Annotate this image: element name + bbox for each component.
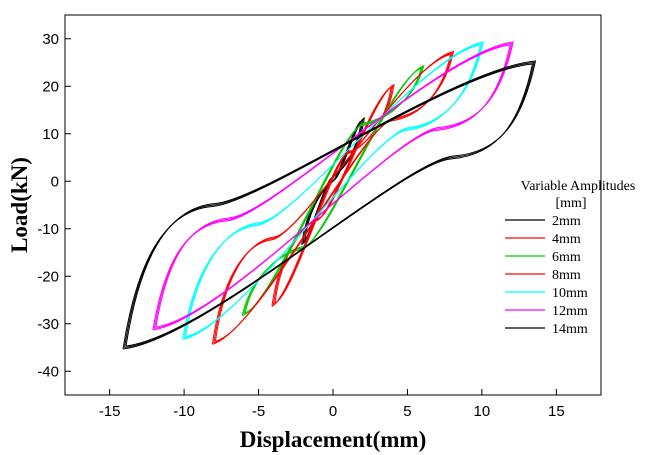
x-axis-ticks: -15 -10 -5 0 5 10 15	[99, 389, 565, 420]
y-tick-label: -20	[37, 268, 59, 285]
series-line	[152, 44, 511, 331]
legend-entry-label: 2mm	[552, 214, 581, 229]
legend-entry-label: 10mm	[552, 286, 588, 301]
legend: 2mm 4mm 6mm 8mm 10mm 12mm 14mm	[505, 214, 588, 337]
y-axis-ticks: -40 -30 -20 -10 0 10 20 30	[37, 31, 71, 380]
x-tick-label: 5	[403, 403, 411, 420]
series-10mm	[182, 41, 485, 340]
x-tick-label: -10	[173, 403, 195, 420]
legend-background	[501, 170, 599, 355]
series-14mm	[122, 60, 537, 350]
series-4mm	[271, 83, 395, 307]
x-tick-label: 0	[329, 403, 337, 420]
y-tick-label: 20	[42, 78, 59, 95]
x-tick-label: 10	[474, 403, 491, 420]
legend-title: Variable Amplitudes	[521, 179, 636, 194]
x-axis-title: Displacement(mm)	[240, 427, 427, 452]
legend-entry-label: 8mm	[552, 268, 581, 283]
legend-entry-label: 12mm	[552, 304, 588, 319]
x-tick-label: -15	[99, 403, 121, 420]
legend-entry-label: 14mm	[552, 322, 588, 337]
y-tick-label: -40	[37, 363, 59, 380]
y-tick-label: 30	[42, 31, 59, 48]
series-line	[122, 63, 534, 350]
series-line	[125, 60, 537, 347]
legend-entry-label: 6mm	[552, 250, 581, 265]
y-tick-label: -30	[37, 316, 59, 333]
y-tick-label: 0	[51, 173, 59, 190]
y-tick-label: -10	[37, 221, 59, 238]
legend-subtitle: [mm]	[555, 196, 586, 211]
series-12mm	[152, 41, 514, 331]
x-tick-label: 15	[548, 403, 565, 420]
legend-entry-label: 4mm	[552, 232, 581, 247]
x-tick-label: -5	[252, 403, 265, 420]
y-tick-label: 10	[42, 126, 59, 143]
series-line	[182, 44, 482, 340]
y-axis-title: Load(kN)	[7, 157, 32, 253]
series-curves	[122, 41, 537, 350]
